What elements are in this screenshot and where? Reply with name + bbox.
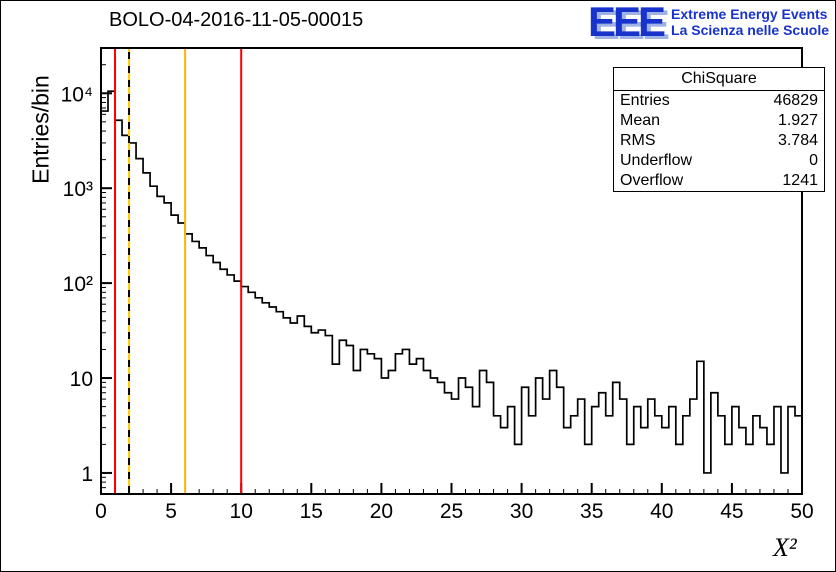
svg-text:0: 0 bbox=[95, 500, 107, 523]
x-axis-label: X² bbox=[773, 533, 797, 562]
stats-row-label: Mean bbox=[620, 112, 661, 129]
stats-row: Underflow 0 bbox=[614, 151, 824, 171]
plot-title: BOLO-04-2016-11-05-00015 bbox=[109, 9, 364, 31]
svg-text:35: 35 bbox=[580, 500, 603, 523]
stats-row: Overflow 1241 bbox=[614, 171, 824, 191]
eee-logo-line1: Extreme Energy Events bbox=[671, 6, 828, 22]
svg-text:10⁴: 10⁴ bbox=[61, 83, 93, 106]
stats-box: ChiSquare Entries 46829 Mean 1.927 RMS 3… bbox=[613, 67, 825, 192]
svg-text:45: 45 bbox=[720, 500, 743, 523]
eee-logo-letters: EEE bbox=[588, 0, 666, 45]
stats-row-label: Underflow bbox=[620, 152, 693, 169]
svg-text:10²: 10² bbox=[63, 273, 93, 296]
y-axis-label: Entries/bin bbox=[27, 75, 54, 184]
svg-text:20: 20 bbox=[370, 500, 393, 523]
eee-logo-text: Extreme Energy Events La Scienza nelle S… bbox=[671, 6, 829, 38]
stats-row-label: Entries bbox=[620, 92, 670, 109]
stats-row-value: 1.927 bbox=[777, 112, 818, 129]
svg-text:1: 1 bbox=[81, 463, 93, 486]
svg-text:30: 30 bbox=[510, 500, 533, 523]
svg-text:25: 25 bbox=[440, 500, 463, 523]
eee-logo-line2: La Scienza nelle Scuole bbox=[671, 22, 829, 39]
svg-text:15: 15 bbox=[300, 500, 323, 523]
histogram-line bbox=[100, 90, 803, 494]
svg-text:50: 50 bbox=[790, 500, 813, 523]
svg-text:10: 10 bbox=[230, 500, 253, 523]
stats-row-value: 0 bbox=[809, 152, 818, 169]
stats-row: Mean 1.927 bbox=[614, 111, 824, 131]
svg-text:5: 5 bbox=[165, 500, 177, 523]
eee-logo: EEE Extreme Energy Events La Scienza nel… bbox=[588, 0, 829, 45]
svg-text:40: 40 bbox=[650, 500, 673, 523]
stats-row: Entries 46829 bbox=[614, 91, 824, 111]
stats-row-label: Overflow bbox=[620, 172, 684, 189]
svg-text:10³: 10³ bbox=[63, 178, 93, 201]
svg-text:10: 10 bbox=[70, 368, 93, 391]
stats-row-label: RMS bbox=[620, 132, 656, 149]
stats-row-value: 1241 bbox=[782, 172, 818, 189]
stats-row-value: 46829 bbox=[773, 92, 819, 109]
stats-row-value: 3.784 bbox=[777, 132, 818, 149]
stats-box-title: ChiSquare bbox=[614, 68, 824, 91]
stats-row: RMS 3.784 bbox=[614, 131, 824, 151]
